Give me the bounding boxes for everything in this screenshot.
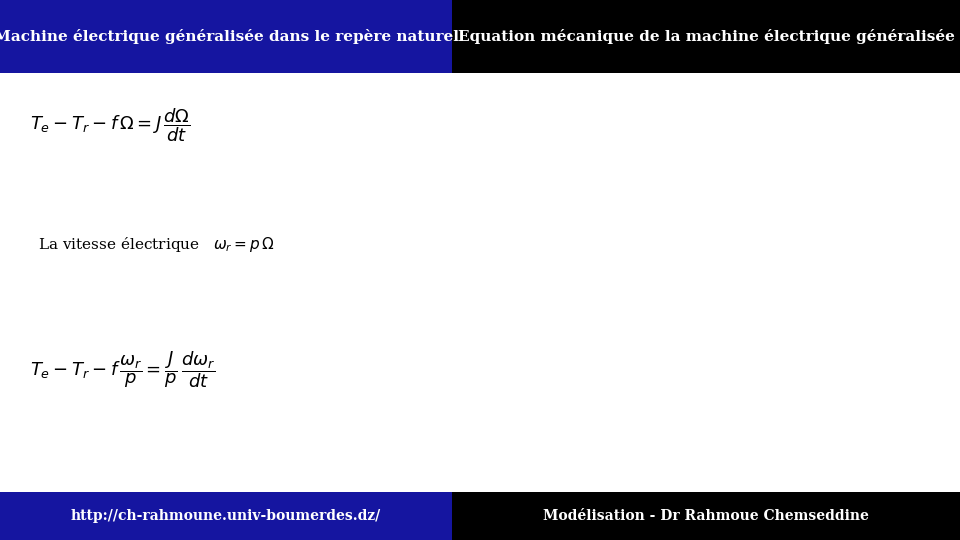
Text: Machine électrique généralisée dans le repère naturel: Machine électrique généralisée dans le r… bbox=[0, 29, 459, 44]
Bar bbox=[0, 492, 452, 540]
Text: Modélisation - Dr Rahmoue Chemseddine: Modélisation - Dr Rahmoue Chemseddine bbox=[543, 509, 869, 523]
Text: $T_e - T_r - f\,\dfrac{\omega_r}{p} = \dfrac{J}{p}\,\dfrac{d\omega_r}{dt}$: $T_e - T_r - f\,\dfrac{\omega_r}{p} = \d… bbox=[30, 350, 215, 390]
Bar bbox=[452, 0, 960, 73]
Bar bbox=[452, 492, 960, 540]
Bar bbox=[0, 0, 452, 73]
Text: http://ch-rahmoune.univ-boumerdes.dz/: http://ch-rahmoune.univ-boumerdes.dz/ bbox=[71, 509, 381, 523]
Text: La vitesse électrique   $\omega_r = p\,\Omega$: La vitesse électrique $\omega_r = p\,\Om… bbox=[38, 235, 275, 254]
Text: Equation mécanique de la machine électrique généralisée: Equation mécanique de la machine électri… bbox=[458, 29, 954, 44]
Text: $T_e - T_r - f\,\Omega = J\,\dfrac{d\Omega}{dt}$: $T_e - T_r - f\,\Omega = J\,\dfrac{d\Ome… bbox=[30, 106, 191, 144]
